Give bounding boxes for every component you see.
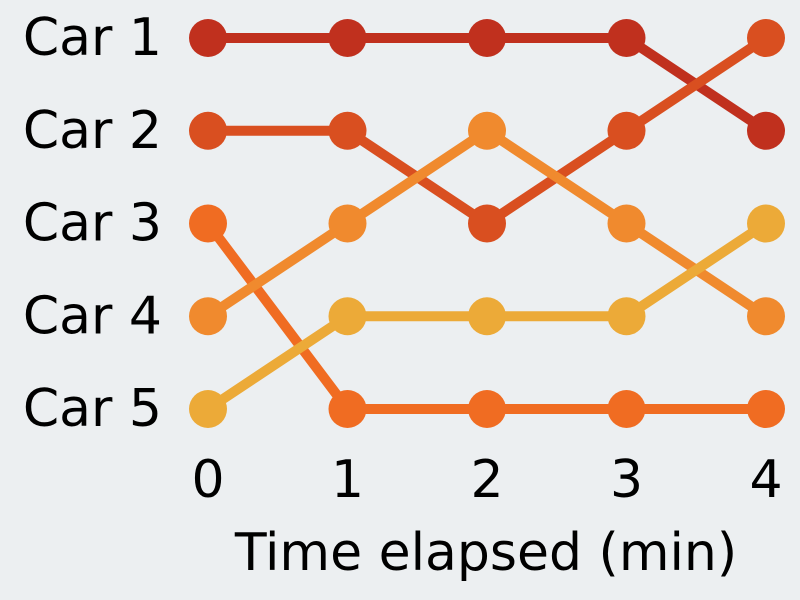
data-point [607,390,646,428]
y-tick-label: Car 4 [23,286,162,346]
data-point [747,297,785,336]
series-car-2 [189,19,785,243]
data-point [607,111,646,150]
series-car-4 [189,111,785,336]
data-point [189,390,227,428]
y-tick-labels: Car 1 Car 2 Car 3 Car 4 Car 5 [23,8,162,439]
data-point [747,390,785,428]
data-point [747,204,785,243]
data-point [747,19,785,57]
y-tick-label: Car 1 [23,8,162,68]
series-layer [189,19,785,428]
data-point [468,297,506,336]
data-point [607,19,646,57]
data-point [189,111,227,150]
y-tick-label: Car 3 [23,194,162,254]
data-point [328,19,367,57]
series-car-1 [189,19,785,150]
x-tick-label: 3 [610,450,643,510]
x-axis-label: Time elapsed (min) [234,523,737,583]
x-tick-label: 0 [191,450,224,510]
x-tick-label: 2 [470,450,503,510]
data-point [328,390,367,428]
data-point [189,204,227,243]
data-point [189,297,227,336]
y-tick-label: Car 2 [23,101,162,161]
data-point [328,111,367,150]
x-tick-label: 4 [749,450,782,510]
x-tick-labels: 0 1 2 3 4 [191,450,782,510]
series-car-5 [189,204,785,428]
data-point [189,19,227,57]
data-point [328,204,367,243]
data-point [468,19,506,57]
data-point [607,204,646,243]
data-point [468,111,506,150]
data-point [468,390,506,428]
data-point [468,204,506,243]
y-tick-label: Car 5 [23,379,162,439]
x-tick-label: 1 [331,450,364,510]
data-point [607,297,646,336]
data-point [328,297,367,336]
data-point [747,111,785,150]
